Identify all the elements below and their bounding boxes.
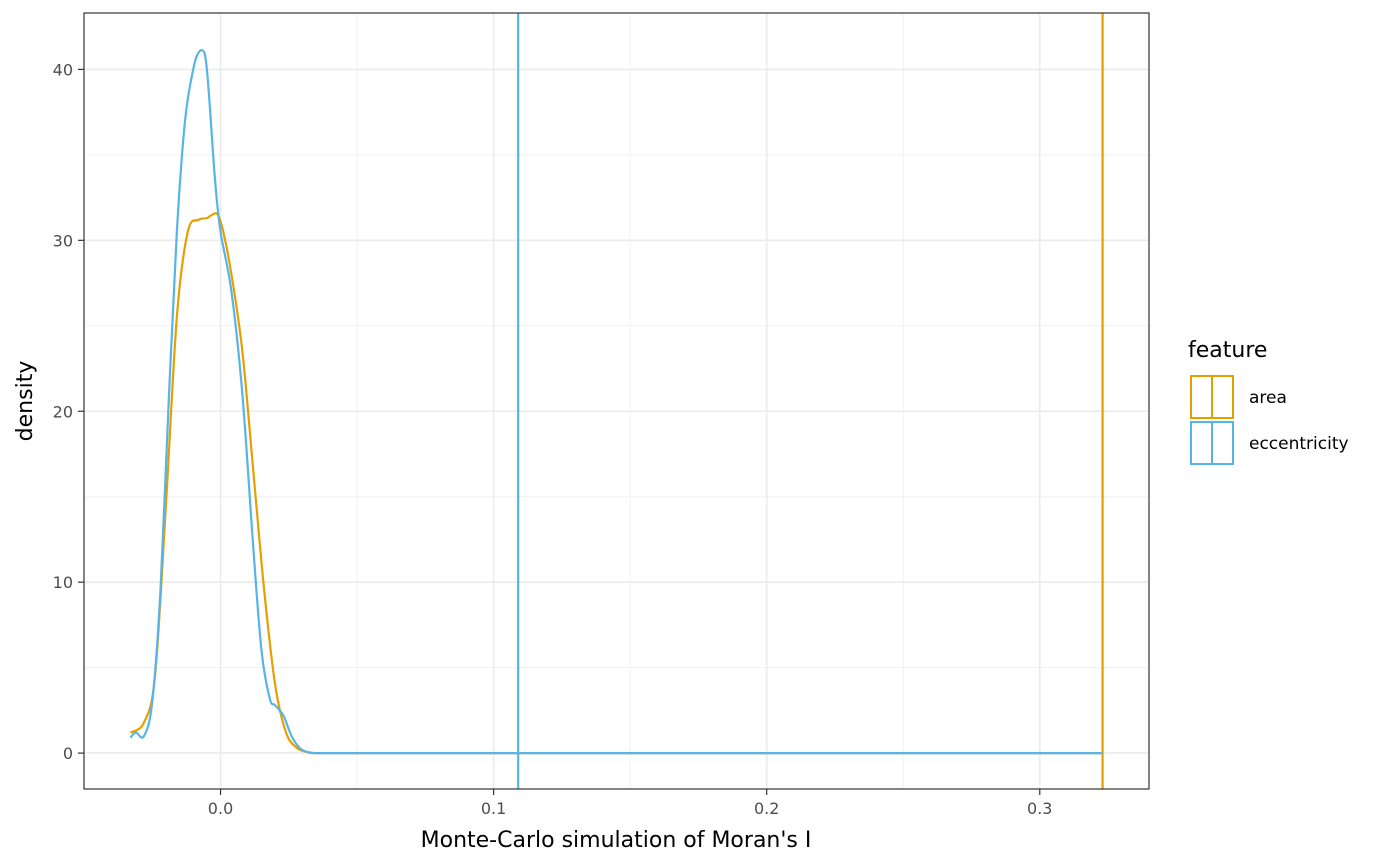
- legend-entry-area: area: [1190, 375, 1287, 419]
- legend-entry-eccentricity: eccentricity: [1190, 421, 1349, 465]
- y-axis: 0 10 20 30 40: [53, 60, 84, 763]
- legend-label: eccentricity: [1249, 434, 1349, 454]
- y-tick-label: 20: [53, 402, 73, 421]
- y-tick-label: 0: [63, 744, 73, 763]
- x-axis: 0.0 0.1 0.2 0.3: [208, 789, 1052, 818]
- major-grid: [84, 13, 1149, 789]
- plot-panel-border: [83, 12, 1150, 790]
- y-tick-label: 30: [53, 231, 73, 250]
- observed-value-lines: [517, 13, 1104, 789]
- density-curves: [129, 49, 1103, 755]
- legend-label: area: [1249, 388, 1287, 408]
- x-tick-label: 0.0: [208, 799, 233, 818]
- y-tick-label: 10: [53, 573, 73, 592]
- legend-title: feature: [1188, 338, 1267, 363]
- density-curve-eccentricity: [129, 49, 1103, 755]
- x-tick-label: 0.1: [481, 799, 506, 818]
- x-tick-label: 0.2: [754, 799, 779, 818]
- x-axis-title: Monte-Carlo simulation of Moran's I: [421, 828, 812, 853]
- y-axis-title: density: [13, 361, 38, 442]
- y-tick-label: 40: [53, 60, 73, 79]
- x-tick-label: 0.3: [1027, 799, 1052, 818]
- legend: feature area eccentricity: [1188, 338, 1349, 465]
